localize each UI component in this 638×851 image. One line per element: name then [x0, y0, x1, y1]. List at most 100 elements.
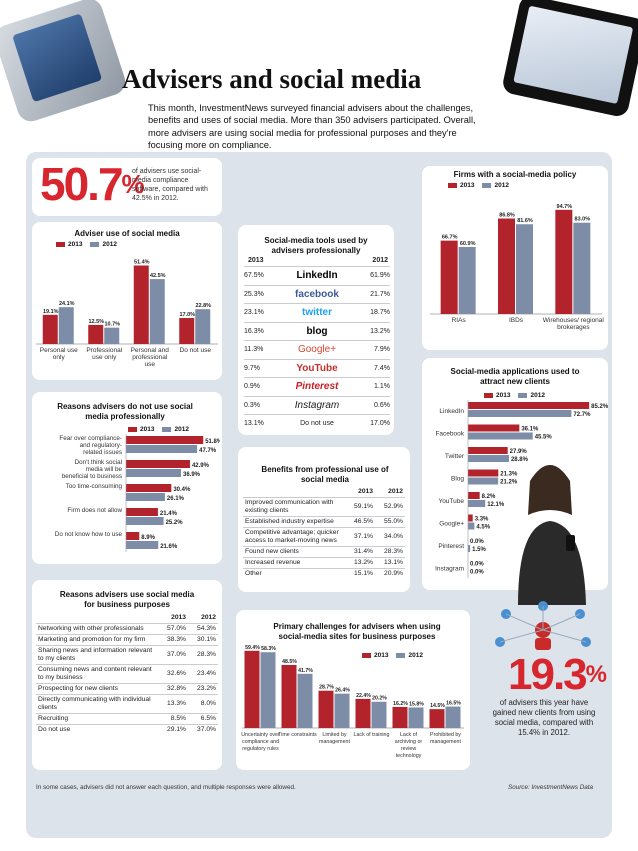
bar-label-2012-5: 4.5%: [476, 525, 490, 531]
bar-2012-0: [126, 445, 198, 453]
legend-firms-policy: 2013 2012: [448, 182, 509, 189]
table-cell-label: Other: [243, 568, 345, 579]
tools-row: 11.3% Google+ 7.9%: [244, 340, 390, 359]
tools-header-row: 2013 2012: [248, 257, 388, 264]
chart-challenges: 59.4% 58.3% Uncertainty over compliance and…: [241, 645, 464, 759]
panel-adviser-use: [32, 222, 222, 380]
category-label-3: Firm does not allow: [67, 507, 122, 514]
table-row: Prospecting for new clients 32.8% 23.2%: [36, 683, 218, 695]
tools-2013-value: 23.1%: [244, 309, 264, 317]
table-cell-label: Directly communicating with individual c…: [36, 694, 158, 714]
table-cell-label: Prospecting for new clients: [36, 683, 158, 695]
category-label-3: Blog: [451, 476, 464, 483]
table-cell-value: 37.1%: [345, 527, 375, 547]
table-cell-value: 46.5%: [345, 516, 375, 528]
tools-2013-value: 0.9%: [244, 383, 260, 391]
bar-label-2013-7: 0.0%: [470, 562, 484, 568]
table-cell-value: 8.0%: [188, 694, 218, 714]
tools-2013-value: 11.3%: [244, 346, 264, 354]
table-row: Other 15.1% 20.9%: [243, 568, 405, 579]
table-header-row: 2013 2012: [243, 487, 405, 498]
category-label-4: Do not know how to use: [55, 531, 123, 538]
table-cell-value: 55.0%: [375, 516, 405, 528]
chart-title-firms-policy: Firms with a social-media policy: [453, 170, 577, 179]
table-cell-value: 32.8%: [158, 683, 188, 695]
bar-2012-2: [334, 693, 350, 728]
benefits-table: 2013 2012 Improved communication with exis…: [243, 487, 405, 579]
tools-2013-value: 67.5%: [244, 272, 264, 280]
bar-label-2012-2: 26.4%: [335, 688, 350, 694]
bar-label-2013-1: 86.8%: [499, 213, 515, 219]
bar-2013-2: [318, 690, 334, 728]
table-cell-value: 31.4%: [345, 546, 375, 558]
bar-2013-0: [126, 436, 204, 444]
category-label-0: Fear over compliance-and regulatory-rela…: [59, 435, 122, 456]
chart-adviser-use: 19.1%24.1% Personal use only 12.5% 10.7% Prof…: [36, 259, 218, 368]
tool-name: blog: [306, 325, 328, 337]
panel-tools: [238, 225, 394, 435]
tool-name: LinkedIn: [296, 270, 338, 282]
table-cell-value: 59.1%: [345, 497, 375, 517]
new-clients-stat-value: 19.3%: [508, 650, 607, 699]
tools-2013-value: 13.1%: [244, 420, 264, 428]
bar-2012-0: [468, 410, 572, 417]
table-cell-value: 37.0%: [188, 724, 218, 735]
tools-row: 16.3% blog 13.2%: [244, 321, 390, 341]
bar-2013-1: [88, 324, 104, 344]
category-label-2: Limited by management: [319, 732, 350, 745]
chart-reasons-not-use: Fear over compliance-and regulatory-rela…: [55, 434, 220, 552]
chart-title-tools: Social-media tools used by advisers prof…: [264, 236, 368, 255]
table-cell-label: Marketing and promotion for my firm: [36, 634, 158, 646]
bar-label-2013-5: 14.5%: [430, 703, 445, 709]
category-label-1: Facebook: [435, 431, 464, 438]
table-cell-value: 15.1%: [345, 568, 375, 579]
bar-2013-0: [468, 402, 590, 409]
tools-2012-value: 7.4%: [374, 364, 390, 372]
bar-label-2013-0: 85.2%: [591, 404, 608, 410]
bar-label-2012-0: 58.3%: [261, 646, 276, 652]
bar-label-2012-1: 41.7%: [298, 668, 313, 674]
category-label-2: Wirehouses/ regional brokerages: [543, 317, 605, 331]
column-header: 2012: [201, 614, 216, 621]
table-cell-value: 30.1%: [188, 634, 218, 646]
bar-2012-4: [126, 541, 159, 549]
bar-label-2012-4: 15.8%: [409, 701, 424, 707]
bar-2012-3: [468, 477, 499, 485]
bar-2012-1: [104, 327, 120, 344]
table-cell-label: Sharing news and information relevant to…: [36, 645, 158, 665]
category-label-3: Do not use: [180, 347, 212, 354]
bar-2012-2: [573, 222, 591, 314]
bar-label-2013-3: 17.0%: [179, 312, 195, 318]
network-people-icon: [495, 601, 591, 650]
table-cell-value: 8.5%: [158, 713, 188, 725]
reasons-use-table: 2013 2012 Networking with other profession…: [36, 613, 218, 735]
table-cell-value: 38.3%: [158, 634, 188, 646]
bar-2012-5: [445, 706, 461, 728]
bar-label-2012-3: 21.2%: [500, 480, 518, 486]
chart-title-applications: Social-media applications used to attrac…: [450, 367, 580, 386]
bar-2013-1: [281, 664, 297, 728]
bar-2012-1: [297, 673, 313, 728]
column-header: [243, 487, 345, 498]
table-cell-value: 23.4%: [188, 664, 218, 684]
table-row: Increased revenue 13.2% 13.1%: [243, 557, 405, 569]
bar-label-2013-3: 21.3%: [500, 472, 518, 478]
bar-2013-3: [126, 508, 158, 516]
category-label-4: YouTube: [438, 498, 464, 505]
bar-label-2012-2: 26.1%: [167, 496, 185, 502]
bar-label-2013-0: 59.4%: [245, 645, 260, 651]
table-cell-value: 37.0%: [158, 645, 188, 665]
chart-firms-policy: 66.7%60.9% RIAs 86.8%81.6% IBDs 94.7% 83.0% Wi…: [430, 204, 605, 331]
bar-2012-6: [468, 545, 471, 552]
table-cell-label: Consuming news and content relevant to m…: [36, 664, 158, 684]
bar-label-2013-0: 51.8%: [205, 439, 220, 445]
tools-2013-value: 25.3%: [244, 290, 264, 298]
legend-adviser-use: 2013 2012: [56, 241, 117, 248]
bar-2013-2: [555, 209, 573, 314]
table-row: Found new clients 31.4% 28.3%: [243, 546, 405, 558]
table-row: Consuming news and content relevant to m…: [36, 664, 218, 684]
bar-label-2012-3: 20.2%: [372, 696, 387, 702]
category-label-0: RIAs: [452, 317, 467, 324]
bar-2012-3: [126, 517, 164, 525]
page-title: Advisers and social media: [122, 64, 422, 94]
